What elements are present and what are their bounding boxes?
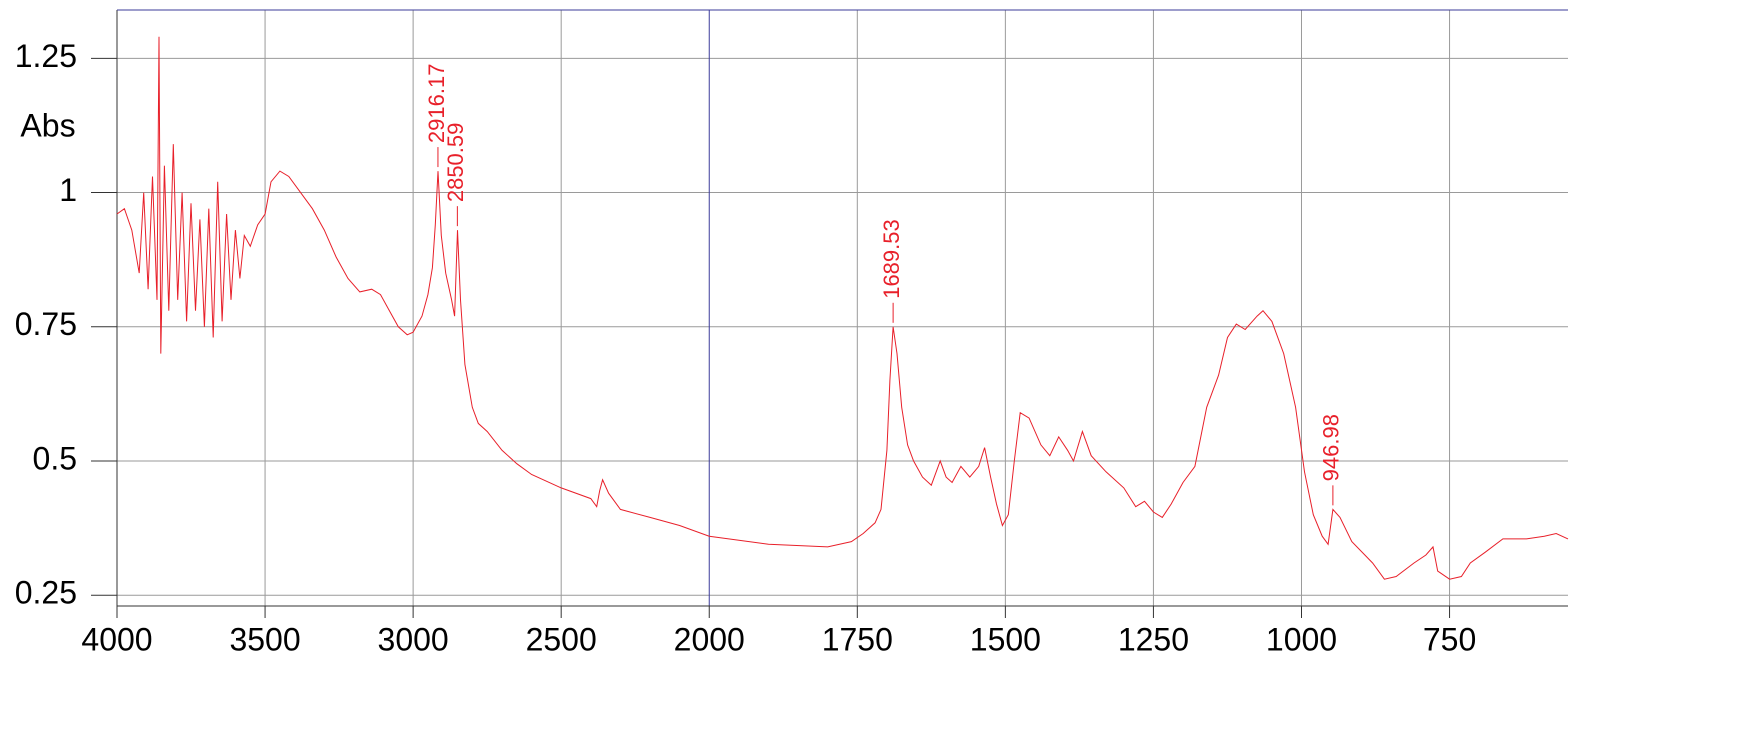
spectrum-line <box>116 36 1569 580</box>
x-tick-label: 1250 <box>1118 621 1189 657</box>
x-tick-label: 1000 <box>1266 621 1337 657</box>
x-tick-label: 2500 <box>526 621 597 657</box>
x-tick-label: 4000 <box>81 621 152 657</box>
y-tick-label: 0.75 <box>15 306 77 342</box>
y-tick-label: 1.25 <box>15 38 77 74</box>
x-tick-label: 3000 <box>378 621 449 657</box>
peak-label: 946.98 <box>1319 414 1344 481</box>
peak-label: 1689.53 <box>879 219 904 299</box>
y-tick-label: 0.5 <box>33 440 77 476</box>
y-tick-label: 1 <box>59 172 77 208</box>
y-tick-label: 0.25 <box>15 575 77 611</box>
x-tick-label: 1750 <box>822 621 893 657</box>
peak-label: 2916.17 <box>424 64 449 144</box>
y-axis-label: Abs <box>20 107 75 143</box>
x-tick-label: 2000 <box>674 621 745 657</box>
x-tick-label: 750 <box>1423 621 1476 657</box>
x-tick-label: 1500 <box>970 621 1041 657</box>
x-tick-label: 3500 <box>229 621 300 657</box>
peak-label: 2850.59 <box>443 123 468 203</box>
